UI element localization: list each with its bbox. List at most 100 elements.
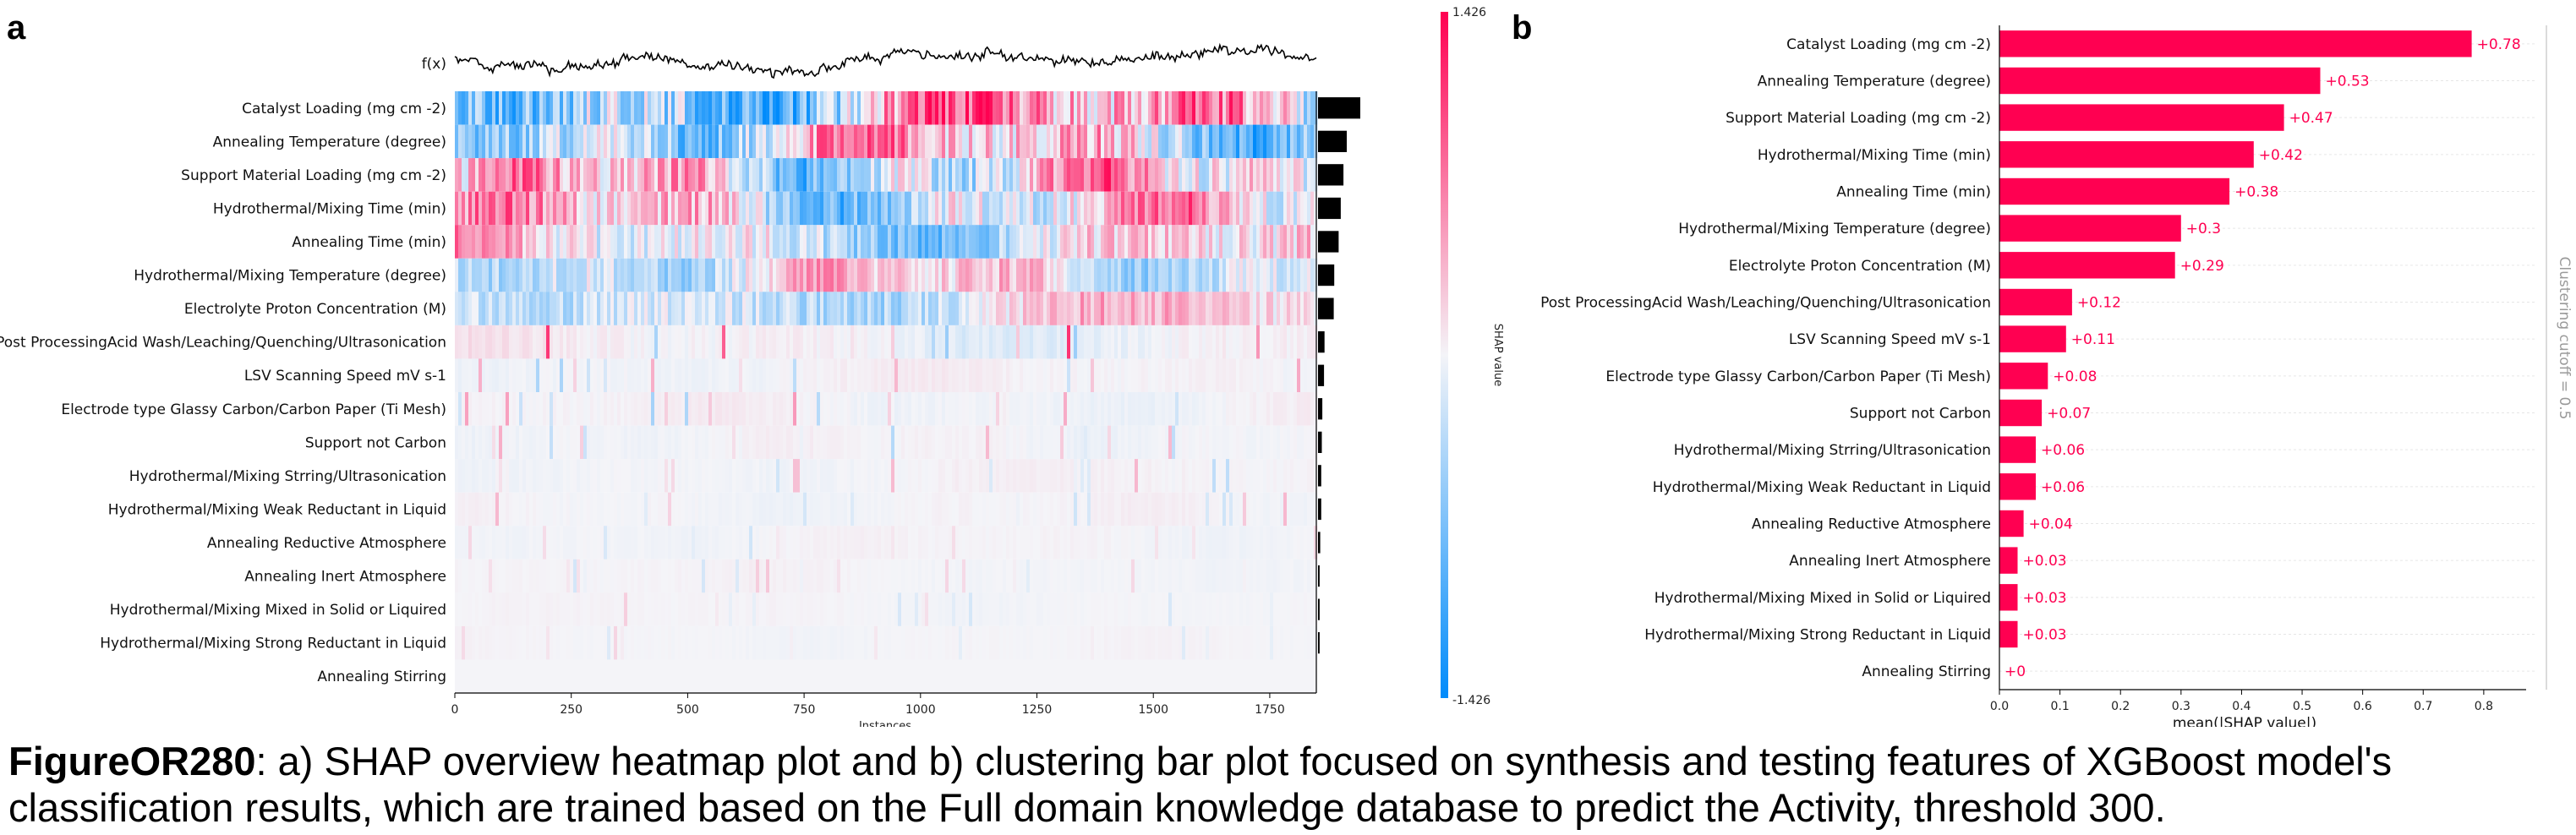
heatmap-cell bbox=[894, 526, 899, 559]
heatmap-cell bbox=[1047, 559, 1051, 593]
heatmap-cell bbox=[945, 91, 949, 125]
heatmap-cell bbox=[922, 225, 926, 259]
heatmap-cell bbox=[810, 425, 814, 460]
heatmap-cell bbox=[945, 124, 949, 159]
heatmap-cell bbox=[1256, 425, 1261, 460]
heatmap-cell bbox=[884, 425, 889, 460]
heatmap-cell bbox=[1033, 459, 1037, 493]
heatmap-cell bbox=[641, 91, 645, 125]
heatmap-cell bbox=[695, 659, 699, 693]
heatmap-cell bbox=[1003, 526, 1007, 559]
heatmap-cell bbox=[790, 659, 794, 693]
heatmap-cell bbox=[1036, 459, 1041, 493]
heatmap-cell bbox=[766, 659, 770, 693]
heatmap-cell bbox=[803, 158, 807, 192]
heatmap-cell bbox=[932, 258, 936, 292]
heatmap-cell bbox=[942, 459, 946, 493]
heatmap-cell bbox=[577, 358, 581, 392]
heatmap-cell bbox=[766, 358, 770, 392]
heatmap-cell bbox=[1067, 559, 1071, 593]
heatmap-cell bbox=[1236, 325, 1240, 359]
heatmap-cell bbox=[898, 659, 902, 693]
heatmap-cell bbox=[499, 392, 503, 426]
heatmap-cell bbox=[928, 225, 933, 259]
heatmap-cell bbox=[874, 358, 878, 392]
heatmap-cell bbox=[800, 659, 804, 693]
heatmap-cell bbox=[861, 425, 865, 460]
heatmap-cell bbox=[668, 559, 672, 593]
heatmap-cell bbox=[840, 292, 845, 325]
heatmap-cell bbox=[1074, 325, 1078, 359]
heatmap-cell bbox=[1243, 191, 1247, 226]
heatmap-cell bbox=[621, 292, 625, 325]
heatmap-cell bbox=[894, 124, 899, 159]
heatmap-cell bbox=[512, 592, 517, 626]
heatmap-cell bbox=[509, 258, 513, 292]
heatmap-cell bbox=[678, 158, 682, 192]
heatmap-cell bbox=[1057, 292, 1061, 325]
heatmap-cell bbox=[1141, 91, 1146, 125]
heatmap-cell bbox=[827, 325, 831, 359]
heatmap-cell bbox=[648, 625, 652, 660]
heatmap-cell bbox=[945, 225, 949, 259]
heatmap-cell bbox=[1287, 559, 1291, 593]
heatmap-cell bbox=[512, 225, 517, 259]
heatmap-cell bbox=[506, 292, 510, 325]
heatmap-cell bbox=[1236, 358, 1240, 392]
heatmap-cell bbox=[502, 526, 506, 559]
heatmap-cell bbox=[850, 659, 855, 693]
heatmap-cell bbox=[1118, 659, 1122, 693]
heatmap-cell bbox=[1135, 425, 1139, 460]
heatmap-cell bbox=[458, 258, 462, 292]
heatmap-cell bbox=[566, 191, 571, 226]
heatmap-cell bbox=[695, 325, 699, 359]
heatmap-cell bbox=[783, 559, 787, 593]
heatmap-cell bbox=[1260, 625, 1264, 660]
heatmap-cell bbox=[1138, 91, 1142, 125]
bar bbox=[1999, 30, 2472, 57]
heatmap-cell bbox=[617, 124, 621, 159]
heatmap-cell bbox=[1104, 659, 1108, 693]
heatmap-cell bbox=[1026, 659, 1031, 693]
heatmap-cell bbox=[891, 258, 895, 292]
heatmap-cell bbox=[556, 292, 561, 325]
heatmap-cell bbox=[712, 659, 716, 693]
heatmap-cell bbox=[621, 559, 625, 593]
heatmap-cell bbox=[746, 392, 750, 426]
heatmap-cell bbox=[698, 258, 703, 292]
heatmap-cell bbox=[1300, 325, 1304, 359]
heatmap-cell bbox=[938, 124, 943, 159]
heatmap-cell bbox=[692, 559, 696, 593]
heatmap-cell bbox=[597, 526, 601, 559]
heatmap-cell bbox=[1229, 124, 1233, 159]
heatmap-cell bbox=[1233, 258, 1237, 292]
heatmap-cell bbox=[485, 559, 489, 593]
heatmap-cell bbox=[641, 625, 645, 660]
heatmap-cell bbox=[671, 292, 675, 325]
heatmap-feature-label: Annealing Inert Atmosphere bbox=[244, 569, 446, 586]
heatmap-cell bbox=[1168, 392, 1173, 426]
heatmap-cell bbox=[1185, 625, 1190, 660]
heatmap-cell bbox=[539, 358, 544, 392]
heatmap-cell bbox=[1226, 158, 1230, 192]
heatmap-cell bbox=[1043, 258, 1047, 292]
heatmap-cell bbox=[1222, 659, 1227, 693]
heatmap-cell bbox=[1040, 292, 1044, 325]
heatmap-cell bbox=[756, 292, 760, 325]
heatmap-cell bbox=[864, 459, 868, 493]
heatmap-cell bbox=[884, 292, 889, 325]
heatmap-cell bbox=[925, 526, 929, 559]
heatmap-cell bbox=[479, 659, 483, 693]
heatmap-cell bbox=[742, 625, 747, 660]
heatmap-cell bbox=[1273, 91, 1277, 125]
heatmap-cell bbox=[918, 659, 922, 693]
heatmap-cell bbox=[455, 225, 459, 259]
heatmap-cell bbox=[1293, 392, 1298, 426]
heatmap-cell bbox=[1155, 358, 1159, 392]
heatmap-cell bbox=[1216, 191, 1220, 226]
heatmap-cell bbox=[769, 625, 774, 660]
heatmap-cell bbox=[1009, 191, 1014, 226]
importance-bar bbox=[1318, 331, 1325, 353]
heatmap-cell bbox=[516, 225, 520, 259]
heatmap-cell bbox=[827, 392, 831, 426]
